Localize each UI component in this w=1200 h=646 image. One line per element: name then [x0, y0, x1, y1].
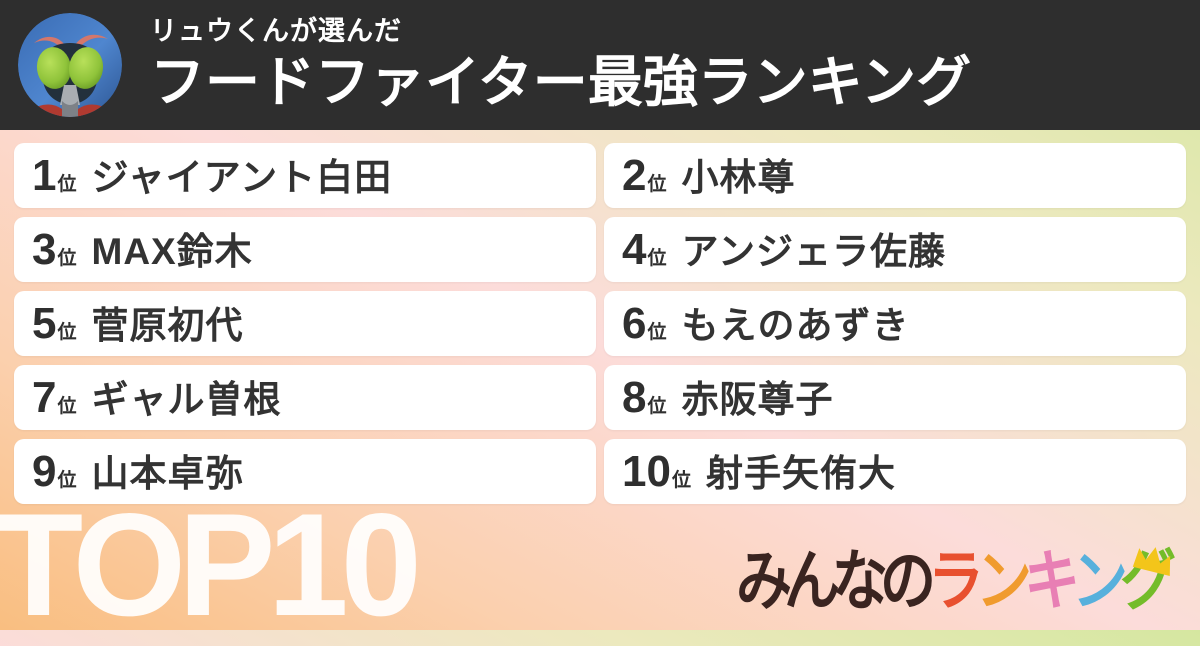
rank-badge: 5位 [32, 291, 77, 366]
rank-number: 1 [32, 151, 57, 200]
ranking-card: 2位 小林尊 [604, 143, 1186, 208]
site-logo: みんなのランキング [736, 543, 1176, 618]
rank-suffix: 位 [57, 322, 77, 343]
entry-name: ジャイアント白田 [91, 157, 393, 198]
entry-name: 小林尊 [681, 157, 796, 198]
rank-number: 4 [622, 225, 647, 274]
entry-name: 赤阪尊子 [681, 379, 834, 420]
logo-letter: キ [1024, 543, 1080, 618]
rank-number: 8 [622, 373, 647, 422]
top10-label: TOP10 [0, 483, 422, 646]
ranking-card: 3位 MAX鈴木 [14, 217, 596, 282]
ranking-card: 6位 もえのあずき [604, 291, 1186, 356]
entry-name: 射手矢侑大 [705, 453, 896, 494]
user-avatar [18, 13, 122, 117]
entry-name: ギャル曽根 [91, 379, 282, 420]
ranking-subtitle: リュウくんが選んだ [150, 16, 402, 47]
rank-badge: 8位 [622, 365, 667, 440]
rank-number: 6 [622, 299, 647, 348]
rank-number: 3 [32, 225, 57, 274]
entry-name: 山本卓弥 [91, 453, 244, 494]
ranking-grid: 1位 ジャイアント白田 2位 小林尊 3位 MAX鈴木 4位 アンジェラ佐藤 5… [14, 143, 1186, 504]
rank-number: 7 [32, 373, 57, 422]
logo-letter: ラ [928, 543, 984, 618]
rank-badge: 9位 [32, 439, 77, 514]
entry-name: 菅原初代 [91, 305, 244, 346]
entry-name: もえのあずき [681, 305, 910, 346]
rank-badge: 1位 [32, 143, 77, 218]
entry-name: アンジェラ佐藤 [681, 231, 947, 272]
ranking-card: 7位 ギャル曽根 [14, 365, 596, 430]
rank-number: 9 [32, 447, 57, 496]
rank-badge: 4位 [622, 217, 667, 292]
rank-suffix: 位 [647, 322, 667, 343]
rank-badge: 10位 [622, 439, 691, 514]
entry-name: MAX鈴木 [91, 231, 253, 272]
ranking-card: 4位 アンジェラ佐藤 [604, 217, 1186, 282]
page-title: フードファイター最強ランキング [150, 51, 972, 114]
rank-number: 10 [622, 447, 671, 496]
rank-suffix: 位 [647, 174, 667, 195]
logo-letter: ン [1072, 543, 1128, 618]
rank-suffix: 位 [57, 248, 77, 269]
rank-number: 5 [32, 299, 57, 348]
logo-prefix: みんなの [736, 543, 936, 618]
rank-number: 2 [622, 151, 647, 200]
ranking-card: 9位 山本卓弥 [14, 439, 596, 504]
ranking-card: 8位 赤阪尊子 [604, 365, 1186, 430]
ranking-card: 5位 菅原初代 [14, 291, 596, 356]
crown-icon [1132, 517, 1180, 577]
rank-suffix: 位 [647, 248, 667, 269]
rank-suffix: 位 [647, 396, 667, 417]
rank-suffix: 位 [57, 396, 77, 417]
logo-letter: ン [976, 543, 1032, 618]
rank-badge: 3位 [32, 217, 77, 292]
rank-badge: 7位 [32, 365, 77, 440]
ranking-card: 10位 射手矢侑大 [604, 439, 1186, 504]
rank-suffix: 位 [57, 470, 77, 491]
rank-suffix: 位 [671, 470, 691, 491]
share-card: { "header": { "subtitle": "リュウくんが選んだ", "… [0, 0, 1200, 630]
ranking-card: 1位 ジャイアント白田 [14, 143, 596, 208]
rank-badge: 6位 [622, 291, 667, 366]
header: リュウくんが選んだ フードファイター最強ランキング [0, 0, 1200, 130]
rank-suffix: 位 [57, 174, 77, 195]
avatar-image [18, 13, 122, 117]
header-titles: リュウくんが選んだ フードファイター最強ランキング [150, 17, 971, 112]
rank-badge: 2位 [622, 143, 667, 218]
